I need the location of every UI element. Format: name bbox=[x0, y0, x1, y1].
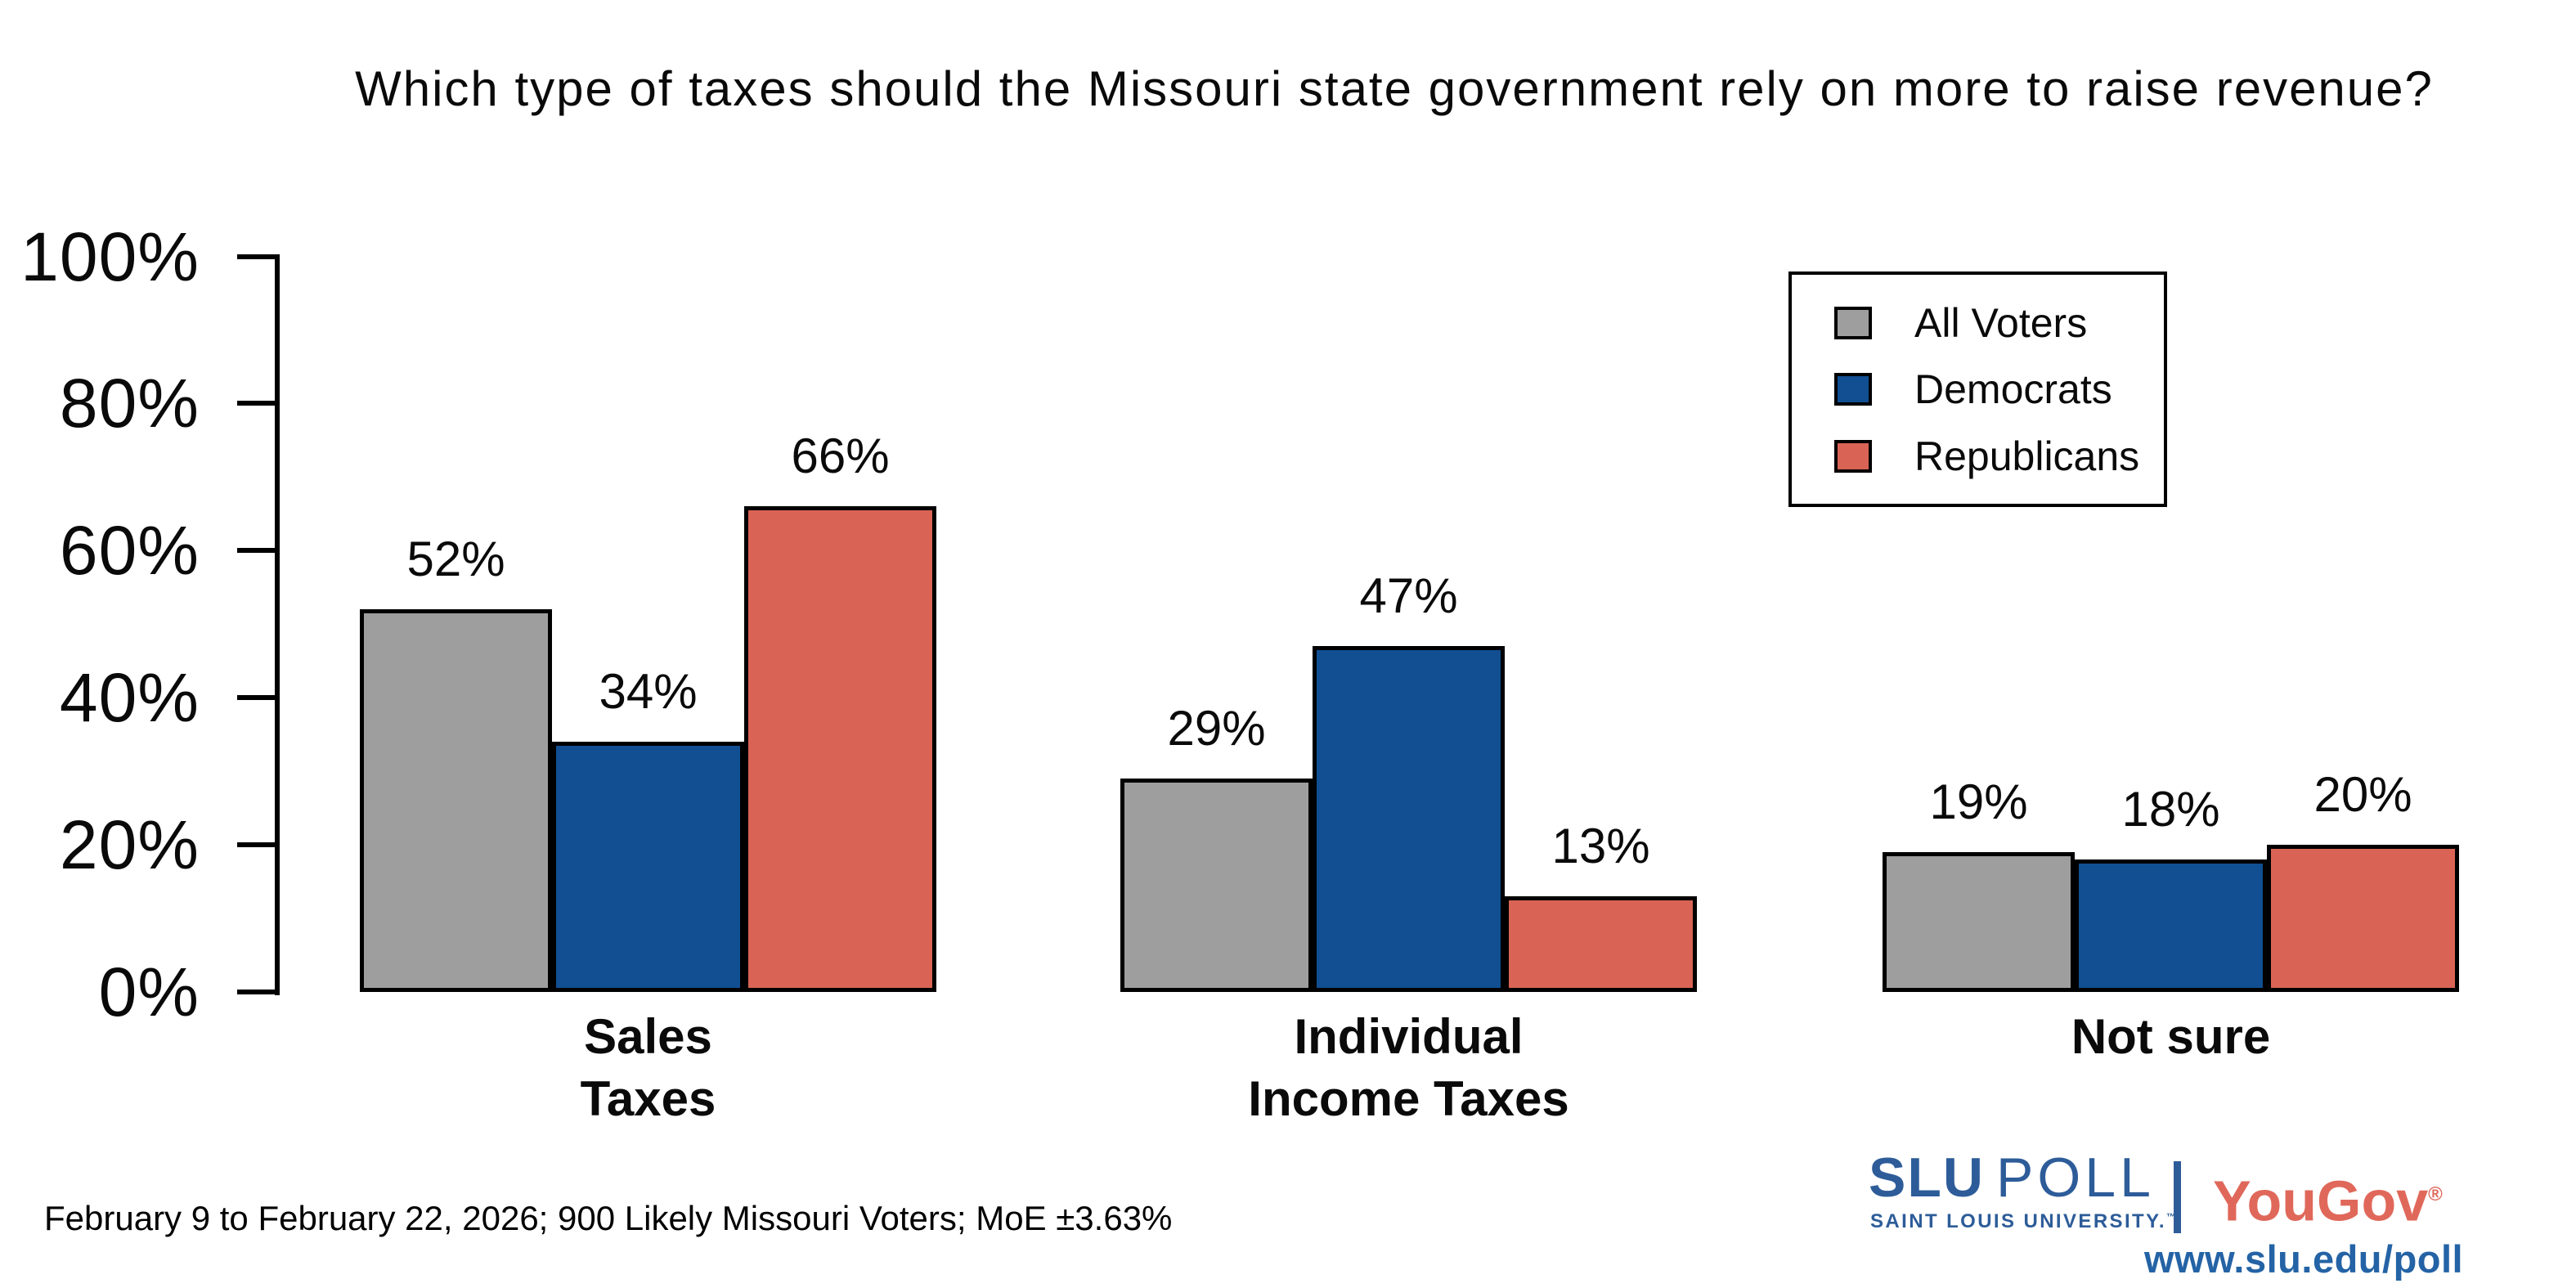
y-tick-60 bbox=[237, 548, 278, 553]
category-label-line: Not sure bbox=[2071, 1009, 2271, 1064]
y-tick-label-20: 20% bbox=[59, 806, 200, 883]
y-tick-0 bbox=[237, 990, 278, 994]
bar-all-voters-sales-taxes bbox=[360, 609, 552, 992]
legend-item-democrats: Democrats bbox=[1834, 366, 2164, 413]
page-title: Which type of taxes should the Missouri … bbox=[355, 61, 2434, 116]
category-label-line: Sales bbox=[584, 1009, 712, 1064]
bar-democrats-sales-taxes bbox=[552, 742, 744, 992]
legend-item-label: Republicans bbox=[1914, 433, 2140, 479]
legend-item-label: Democrats bbox=[1914, 366, 2112, 412]
category-label-line: Taxes bbox=[580, 1071, 716, 1126]
y-tick-20 bbox=[237, 842, 278, 847]
bar-republicans-not-sure bbox=[2267, 845, 2459, 992]
y-tick-label-40: 40% bbox=[59, 659, 200, 736]
y-axis-line bbox=[275, 254, 280, 995]
bar-democrats-individual-income-taxes bbox=[1313, 646, 1505, 992]
logo-divider bbox=[2174, 1161, 2181, 1233]
legend-item-republicans: Republicans bbox=[1834, 433, 2164, 480]
value-label-democrats-sales-taxes: 34% bbox=[599, 664, 698, 719]
slu-logo-text: SLU bbox=[1869, 1147, 1985, 1209]
category-label-line: Income Taxes bbox=[1248, 1071, 1569, 1126]
y-tick-label-0: 0% bbox=[98, 954, 200, 1030]
value-label-republicans-individual-income-taxes: 13% bbox=[1551, 819, 1650, 873]
trademark-icon: ™ bbox=[2165, 1211, 2176, 1223]
y-tick-40 bbox=[237, 695, 278, 700]
legend-item-label: All Voters bbox=[1914, 299, 2088, 346]
category-label-not-sure: Not sure bbox=[1883, 1006, 2459, 1068]
legend: All Voters Democrats Republicans bbox=[1788, 272, 2167, 507]
slu-logo-subtitle: SAINT LOUIS UNIVERSITY.™ bbox=[1870, 1210, 2176, 1233]
legend-swatch-democrats bbox=[1834, 373, 1872, 406]
value-label-all-voters-not-sure: 19% bbox=[1929, 774, 2028, 829]
footnote: February 9 to February 22, 2026; 900 Lik… bbox=[44, 1199, 1173, 1237]
value-label-all-voters-sales-taxes: 52% bbox=[406, 532, 505, 586]
poll-logo-text: POLL bbox=[1996, 1147, 2155, 1209]
bar-all-voters-individual-income-taxes bbox=[1120, 779, 1313, 992]
value-label-republicans-sales-taxes: 66% bbox=[791, 429, 890, 483]
slu-subtitle-text: SAINT LOUIS UNIVERSITY. bbox=[1870, 1210, 2166, 1232]
bar-all-voters-not-sure bbox=[1883, 852, 2075, 992]
category-label-sales-taxes: Sales Taxes bbox=[360, 1006, 936, 1130]
bar-democrats-not-sure bbox=[2075, 859, 2267, 992]
value-label-republicans-not-sure: 20% bbox=[2313, 767, 2412, 822]
y-tick-80 bbox=[237, 401, 278, 406]
legend-item-all-voters: All Voters bbox=[1834, 299, 2164, 347]
value-label-democrats-not-sure: 18% bbox=[2121, 782, 2220, 837]
y-tick-label-60: 60% bbox=[59, 512, 200, 589]
yougov-logo: YouGov® bbox=[2213, 1166, 2443, 1229]
y-tick-100 bbox=[237, 254, 278, 259]
y-tick-label-100: 100% bbox=[20, 218, 200, 295]
y-tick-label-80: 80% bbox=[59, 365, 200, 442]
legend-swatch-republicans bbox=[1834, 439, 1872, 473]
bar-republicans-sales-taxes bbox=[744, 506, 936, 992]
slu-poll-logo: SLU POLL bbox=[1869, 1150, 2155, 1205]
yougov-logo-text: YouGov bbox=[2213, 1169, 2429, 1233]
value-label-all-voters-individual-income-taxes: 29% bbox=[1167, 701, 1266, 756]
category-label-individual-income-taxes: Individual Income Taxes bbox=[1120, 1006, 1697, 1130]
registered-mark-icon: ® bbox=[2428, 1183, 2443, 1205]
legend-swatch-all-voters bbox=[1834, 306, 1872, 339]
category-label-line: Individual bbox=[1294, 1009, 1524, 1064]
bar-republicans-individual-income-taxes bbox=[1505, 896, 1697, 992]
slu-poll-url[interactable]: www.slu.edu/poll bbox=[2144, 1237, 2464, 1281]
value-label-democrats-individual-income-taxes: 47% bbox=[1359, 568, 1458, 623]
